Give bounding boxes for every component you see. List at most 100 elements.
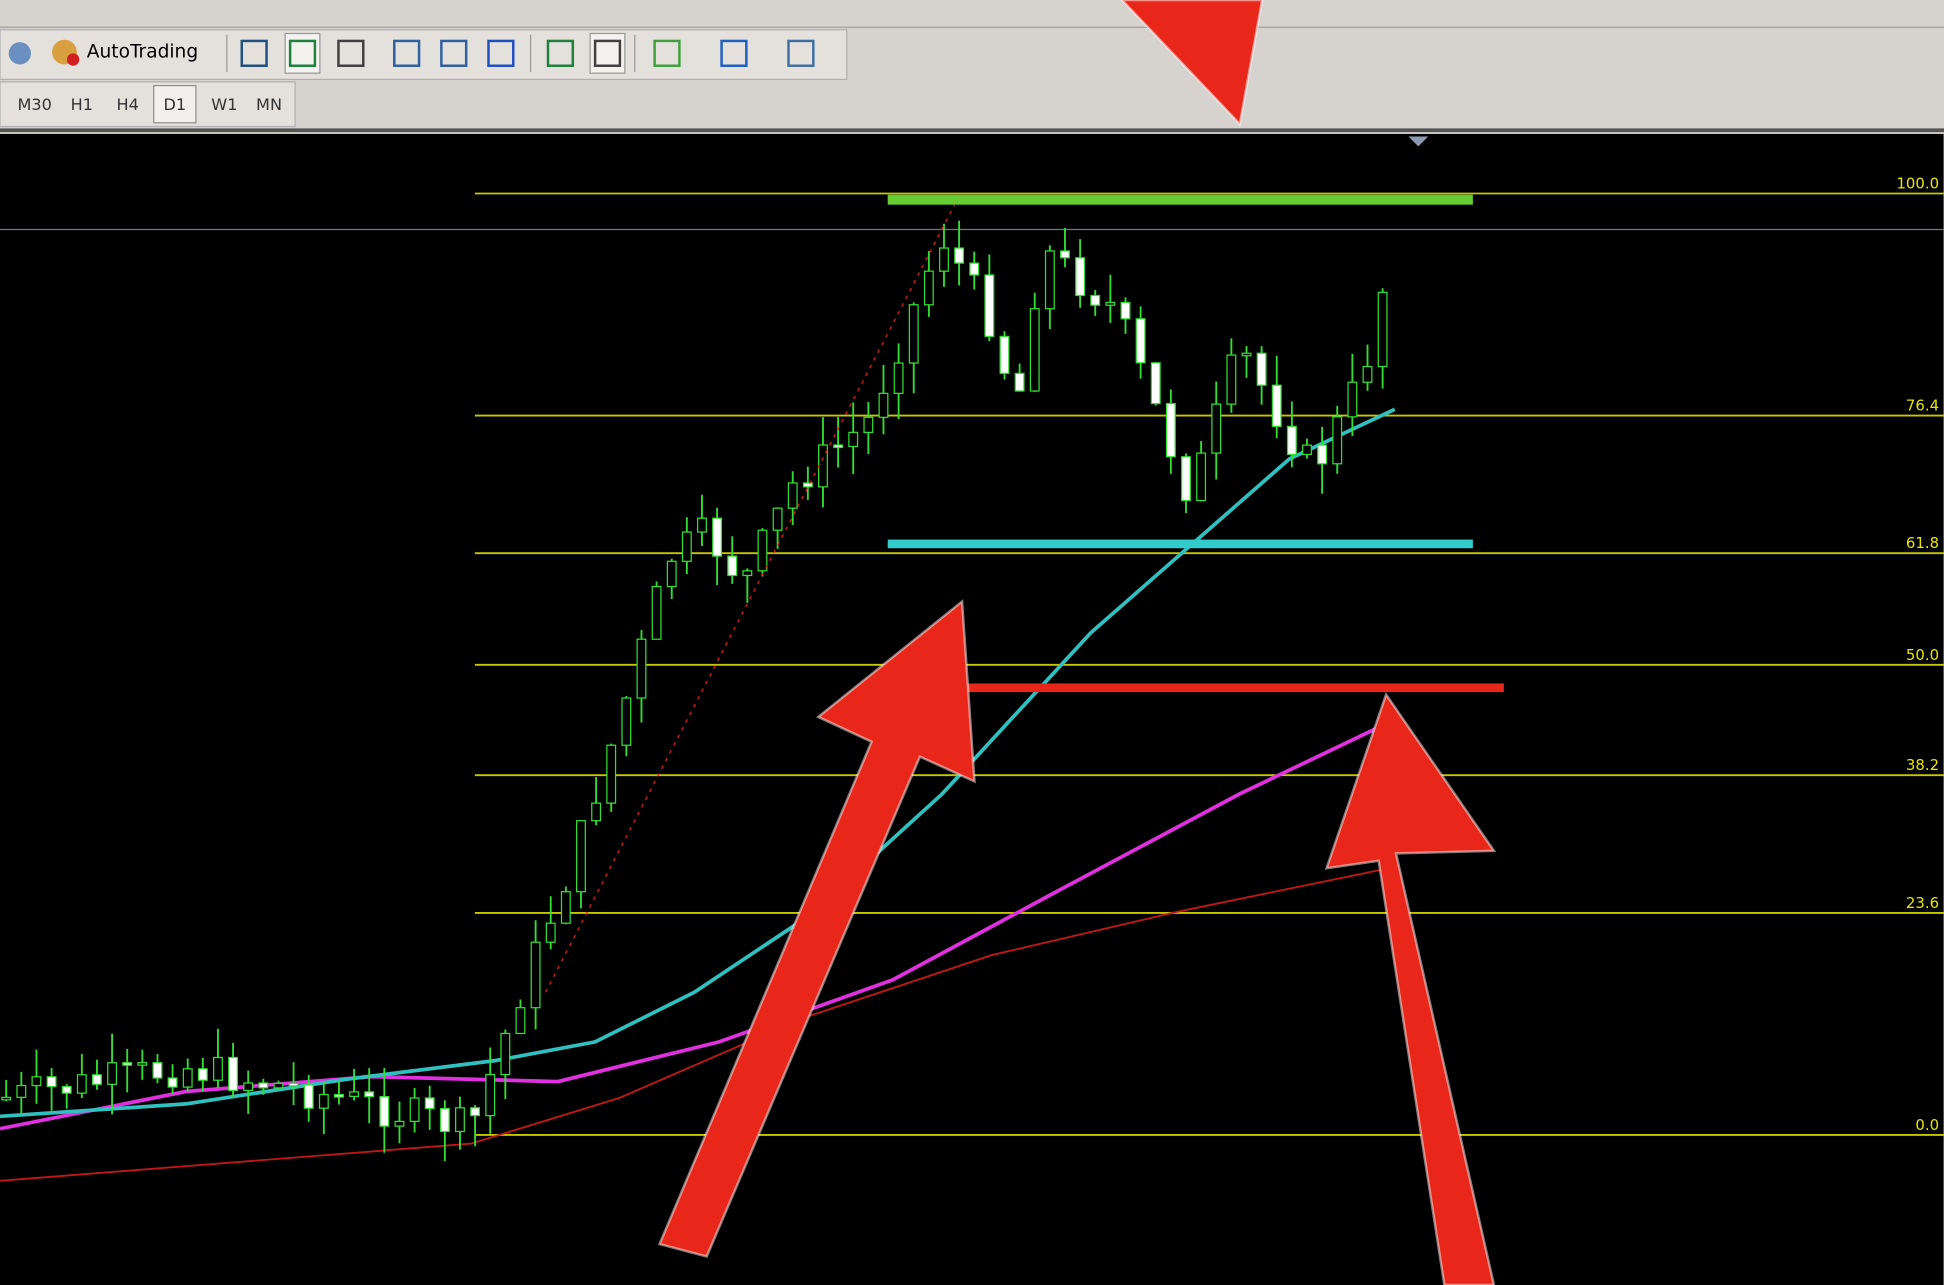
candle-body xyxy=(244,1083,253,1090)
candle-body xyxy=(1363,367,1372,383)
candle-body xyxy=(471,1108,480,1116)
candle-body xyxy=(1167,404,1176,457)
candle-body xyxy=(274,1083,283,1088)
candle-body xyxy=(289,1083,298,1085)
candle-body xyxy=(183,1069,192,1087)
candle-body xyxy=(335,1095,344,1097)
candle-body xyxy=(925,271,934,305)
candle-body xyxy=(1136,319,1145,363)
candle-body xyxy=(1091,295,1100,305)
candle-body xyxy=(319,1095,328,1109)
candle-body xyxy=(93,1075,102,1084)
candle-body xyxy=(486,1075,495,1116)
candle-body xyxy=(1242,353,1251,355)
candle-body xyxy=(728,556,737,575)
fib-label: 0.0 xyxy=(1915,1116,1939,1134)
candle-body xyxy=(1106,302,1115,305)
candle-body xyxy=(849,432,858,446)
timeframe-button[interactable]: H1 xyxy=(71,95,93,114)
level-bar xyxy=(967,683,1504,692)
timeframe-button[interactable]: H4 xyxy=(117,95,139,114)
fib-label: 23.6 xyxy=(1906,894,1939,912)
page: AutoTrading 100.076.461.850.038.223.60.0… xyxy=(0,0,1944,1285)
candle-body xyxy=(516,1008,525,1034)
resistance-bar xyxy=(888,195,1473,205)
candle-body xyxy=(425,1098,434,1109)
candle-body xyxy=(501,1033,510,1074)
chart-area xyxy=(0,134,1944,1285)
timeframe-button[interactable]: M30 xyxy=(18,95,52,114)
candle-body xyxy=(365,1092,374,1097)
autotrading-button[interactable]: AutoTrading xyxy=(87,42,198,63)
fib-label: 50.0 xyxy=(1906,646,1939,664)
candle-body xyxy=(577,821,586,892)
candle-body xyxy=(229,1057,238,1090)
candle-body xyxy=(1318,445,1327,464)
candle-body xyxy=(198,1069,207,1080)
candle-body xyxy=(834,445,843,447)
fib-label: 61.8 xyxy=(1906,534,1939,552)
candle-body xyxy=(1121,302,1130,318)
candle-body xyxy=(62,1087,71,1094)
candle-body xyxy=(940,248,949,271)
candle-body xyxy=(17,1086,26,1098)
candle-body xyxy=(77,1075,86,1093)
candle-body xyxy=(259,1083,268,1088)
candle-body xyxy=(592,803,601,821)
autotrading-stop-icon xyxy=(67,53,79,65)
candle-body xyxy=(1272,385,1281,426)
fib-label: 76.4 xyxy=(1906,397,1939,415)
support-bar xyxy=(888,540,1473,549)
candle-body xyxy=(395,1121,404,1126)
candle-body xyxy=(1197,453,1206,500)
candle-body xyxy=(667,561,676,586)
candle-body xyxy=(1333,417,1342,464)
candle-body xyxy=(652,587,661,640)
candle-body xyxy=(32,1077,41,1086)
candle-body xyxy=(1000,336,1009,373)
candle-body xyxy=(47,1077,56,1087)
candle-body xyxy=(698,518,707,532)
candle-body xyxy=(955,248,964,263)
candle-body xyxy=(1348,382,1357,417)
candle-body xyxy=(350,1092,359,1096)
candle-body xyxy=(1378,292,1387,366)
candle-body xyxy=(1303,445,1312,454)
candle-body xyxy=(1212,404,1221,453)
candle-body xyxy=(214,1057,223,1080)
candle-body xyxy=(123,1063,132,1065)
candle-body xyxy=(1076,258,1085,296)
candle-body xyxy=(894,363,903,393)
candle-body xyxy=(607,745,616,803)
candle-body xyxy=(562,892,571,923)
candle-body xyxy=(713,518,722,556)
candle-body xyxy=(637,639,646,698)
candle-body xyxy=(304,1085,313,1108)
candle-body xyxy=(1046,251,1055,309)
timeframe-button[interactable]: W1 xyxy=(211,95,237,114)
candle-body xyxy=(153,1063,162,1078)
terminal-window: AutoTrading 100.076.461.850.038.223.60.0… xyxy=(0,0,1944,1285)
candle-body xyxy=(743,571,752,576)
candle-body xyxy=(531,942,540,1007)
candle-body xyxy=(773,508,782,530)
candle-body xyxy=(804,483,813,487)
candle-body xyxy=(1182,457,1191,501)
candle-body xyxy=(456,1108,465,1132)
timeframe-button[interactable]: D1 xyxy=(163,95,186,114)
candle-body xyxy=(138,1063,147,1065)
candle-body xyxy=(970,263,979,275)
timeframe-button[interactable]: MN xyxy=(256,95,282,114)
candle-body xyxy=(1030,309,1039,391)
candle-body xyxy=(168,1078,177,1087)
candle-body xyxy=(1257,353,1266,385)
candle-body xyxy=(2,1097,11,1099)
candle-body xyxy=(788,483,797,508)
candle-body xyxy=(1151,363,1160,404)
candle-body xyxy=(909,305,918,363)
candle-body xyxy=(1061,251,1070,258)
signal-icon[interactable] xyxy=(9,42,31,64)
candle-body xyxy=(864,417,873,432)
candle-body xyxy=(380,1097,389,1126)
fib-label: 100.0 xyxy=(1896,175,1939,193)
